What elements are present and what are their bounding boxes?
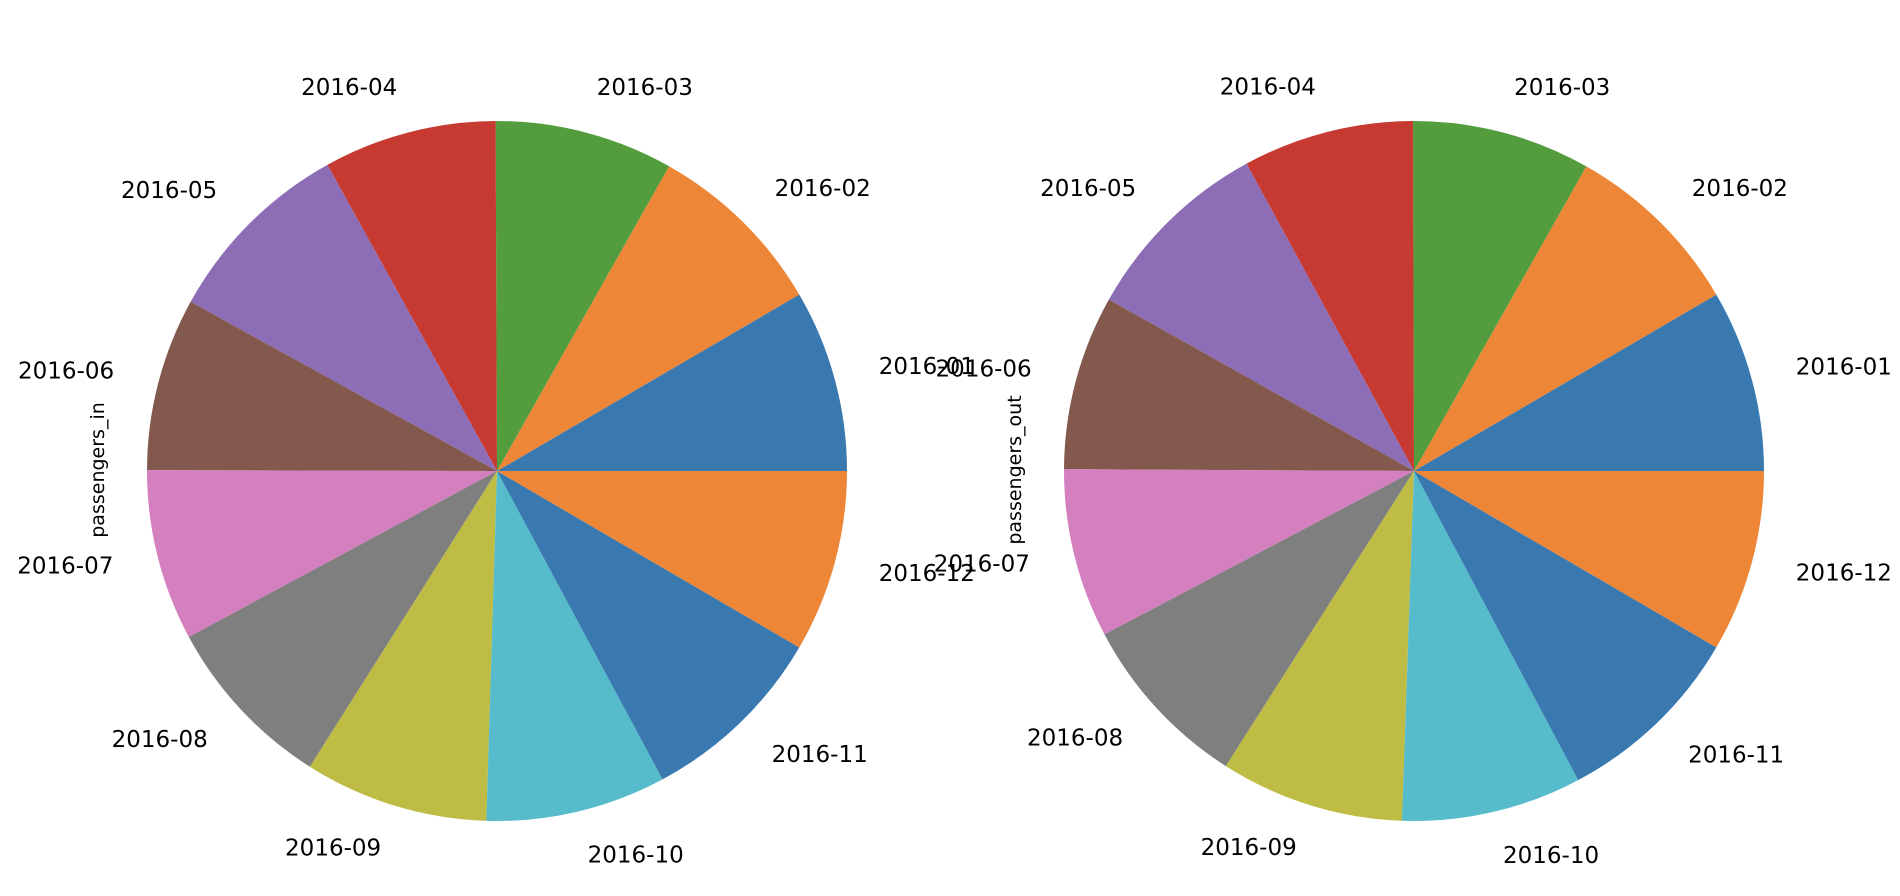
slice-label: 2016-02 xyxy=(775,176,871,202)
pie-slice-2016-05 xyxy=(190,164,497,471)
pie-slice-2016-06 xyxy=(147,301,497,471)
pie-slice-2016-08 xyxy=(188,471,497,767)
slice-label: 2016-04 xyxy=(1220,74,1316,100)
pie-slice-2016-08 xyxy=(1104,471,1414,767)
slice-label: 2016-05 xyxy=(121,178,217,204)
pie-slice-2016-05 xyxy=(1108,163,1414,471)
pie-slice-2016-02 xyxy=(497,166,800,471)
y-axis-label: passengers_out xyxy=(1004,395,1026,544)
slice-label: 2016-03 xyxy=(1514,75,1610,101)
pie-slice-2016-09 xyxy=(309,471,497,821)
slice-label: 2016-06 xyxy=(936,356,1032,382)
slice-label: 2016-12 xyxy=(879,561,975,587)
pie-slice-2016-03 xyxy=(495,121,670,471)
slice-label: 2016-06 xyxy=(18,358,114,384)
pie-slice-2016-01 xyxy=(497,294,847,471)
slice-label: 2016-01 xyxy=(879,354,975,380)
pie-slice-2016-09 xyxy=(1225,471,1414,821)
pie-slice-2016-03 xyxy=(1413,121,1587,471)
pie-slice-2016-07 xyxy=(147,470,497,637)
slice-label: 2016-05 xyxy=(1040,176,1136,202)
pie-chart-passengers-in: 2016-01 2016-02 2016-03 2016-04 2016-05 2016-… xyxy=(17,75,975,869)
slice-label: 2016-02 xyxy=(1692,176,1788,202)
slice-label: 2016-08 xyxy=(1027,725,1123,751)
pie-slice-2016-06 xyxy=(1064,299,1414,471)
slice-label: 2016-11 xyxy=(772,742,868,768)
pie-slice-2016-02 xyxy=(1414,166,1717,472)
slice-label: 2016-03 xyxy=(597,75,693,101)
slice-label: 2016-08 xyxy=(112,727,208,753)
slice-label: 2016-01 xyxy=(1796,354,1892,380)
pie-slice-2016-04 xyxy=(1246,121,1414,471)
slice-label: 2016-10 xyxy=(588,842,684,868)
slice-label: 2016-11 xyxy=(1688,743,1784,769)
pie-slice-2016-10 xyxy=(1401,471,1579,821)
pie-slice-2016-11 xyxy=(1414,471,1717,781)
pie-slice-2016-04 xyxy=(327,121,497,471)
pie-slice-2016-12 xyxy=(1414,471,1764,648)
slice-label: 2016-12 xyxy=(1796,561,1892,587)
y-axis-label: passengers_in xyxy=(87,402,109,538)
slice-label: 2016-09 xyxy=(1201,835,1297,861)
slice-label: 2016-07 xyxy=(17,554,113,580)
pie-slice-2016-12 xyxy=(497,471,847,648)
pie-chart-passengers-out: 2016-01 2016-02 2016-03 2016-04 2016-05 2016-… xyxy=(934,74,1892,868)
pie-slice-2016-07 xyxy=(1064,469,1414,635)
pie-slice-2016-01 xyxy=(1414,294,1764,471)
pie-slice-2016-11 xyxy=(497,471,800,780)
slice-label: 2016-07 xyxy=(934,552,1030,578)
slice-label: 2016-10 xyxy=(1503,843,1599,869)
slice-label: 2016-09 xyxy=(285,836,381,862)
pie-slice-2016-10 xyxy=(486,471,663,821)
slice-label: 2016-04 xyxy=(301,75,397,101)
